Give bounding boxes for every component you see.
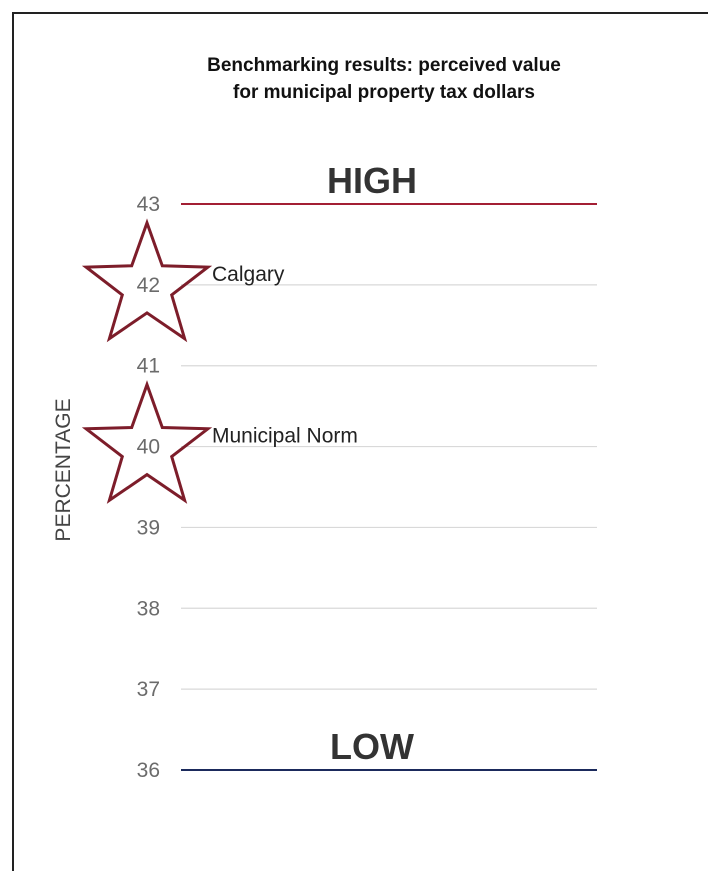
y-tick-label: 40 [137,436,160,459]
star-marker [81,380,213,504]
grid-layer [181,203,597,771]
y-tick-label: 38 [137,597,160,620]
high-label: HIGH [327,160,417,201]
y-tick-label: 43 [137,193,160,216]
y-tick-labels: 43 42 41 40 39 38 37 36 [137,193,160,782]
star-marker [81,218,213,343]
point-label: Municipal Norm [212,425,358,448]
y-tick-label: 37 [137,678,160,701]
y-tick-label: 42 [137,274,160,297]
low-label: LOW [330,726,414,767]
chart-frame [12,12,708,871]
chart-title-line-2: for municipal property tax dollars [233,82,535,103]
y-axis-label: PERCENTAGE [52,398,75,541]
y-tick-label: 41 [137,355,160,378]
y-tick-label: 36 [137,759,160,782]
point-label: Calgary [212,263,285,286]
y-tick-label: 39 [137,516,160,539]
chart-title-line-1: Benchmarking results: perceived value [207,55,561,76]
chart-title: Benchmarking results: perceived value fo… [0,52,708,106]
data-points: Calgary Municipal Norm [81,218,358,504]
